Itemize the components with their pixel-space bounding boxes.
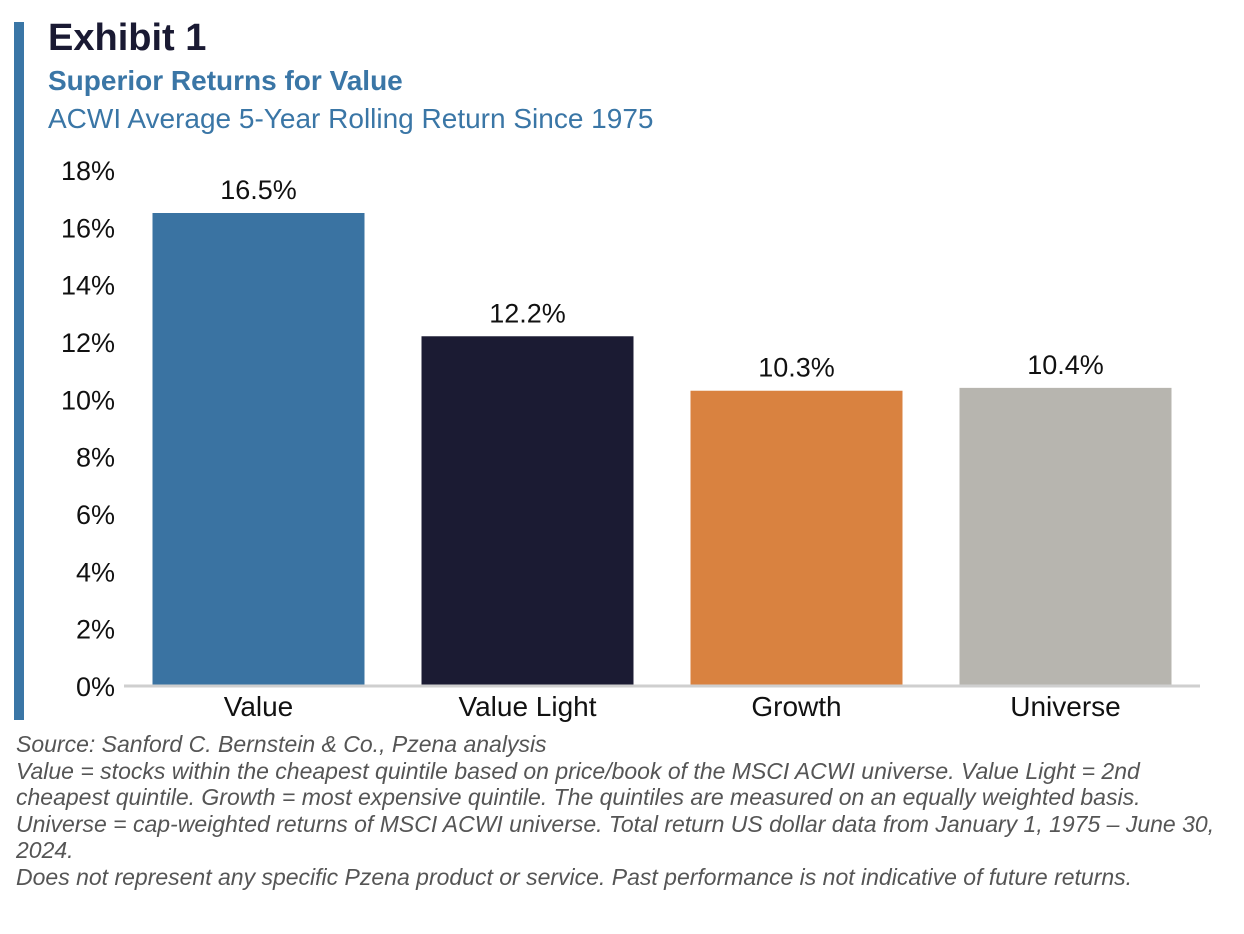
chart-title: Superior Returns for Value <box>48 65 403 96</box>
x-category-label: Universe <box>1010 691 1120 722</box>
y-tick-label: 8% <box>76 443 115 473</box>
accent-bar <box>14 22 24 720</box>
footnote-definitions: Value = stocks within the cheapest quint… <box>16 757 1215 864</box>
bar <box>690 390 903 686</box>
y-tick-label: 14% <box>61 271 115 301</box>
x-category-label: Value <box>224 691 294 722</box>
y-tick-label: 6% <box>76 500 115 530</box>
x-category-label: Value Light <box>458 691 596 722</box>
bar-value-label: 10.3% <box>758 353 835 383</box>
bar-chart: 0% 2% 4% 6% 8% 10% 12% 14% 16% 18% 16.5% Value 12.2%… <box>61 156 1200 722</box>
y-tick-label: 18% <box>61 156 115 186</box>
footnote-source: Source: Sanford C. Bernstein & Co., Pzen… <box>16 731 547 757</box>
bar <box>152 213 365 686</box>
y-tick-label: 0% <box>76 672 115 702</box>
exhibit-label: Exhibit 1 <box>48 17 207 59</box>
bar <box>421 336 634 686</box>
footnotes: Source: Sanford C. Bernstein & Co., Pzen… <box>16 731 1216 890</box>
bar <box>959 387 1172 686</box>
bar-value-label: 16.5% <box>220 175 297 205</box>
footnote-disclaimer: Does not represent any specific Pzena pr… <box>16 863 1133 890</box>
y-tick-label: 4% <box>76 557 115 587</box>
y-tick-label: 16% <box>61 213 115 243</box>
y-tick-label: 12% <box>61 328 115 358</box>
y-tick-label: 2% <box>76 615 115 645</box>
bar-value-label: 10.4% <box>1027 350 1104 380</box>
chart-subtitle: ACWI Average 5-Year Rolling Return Since… <box>48 103 654 134</box>
y-tick-label: 10% <box>61 385 115 415</box>
bar-value-label: 12.2% <box>489 298 566 328</box>
x-category-label: Growth <box>751 691 841 722</box>
